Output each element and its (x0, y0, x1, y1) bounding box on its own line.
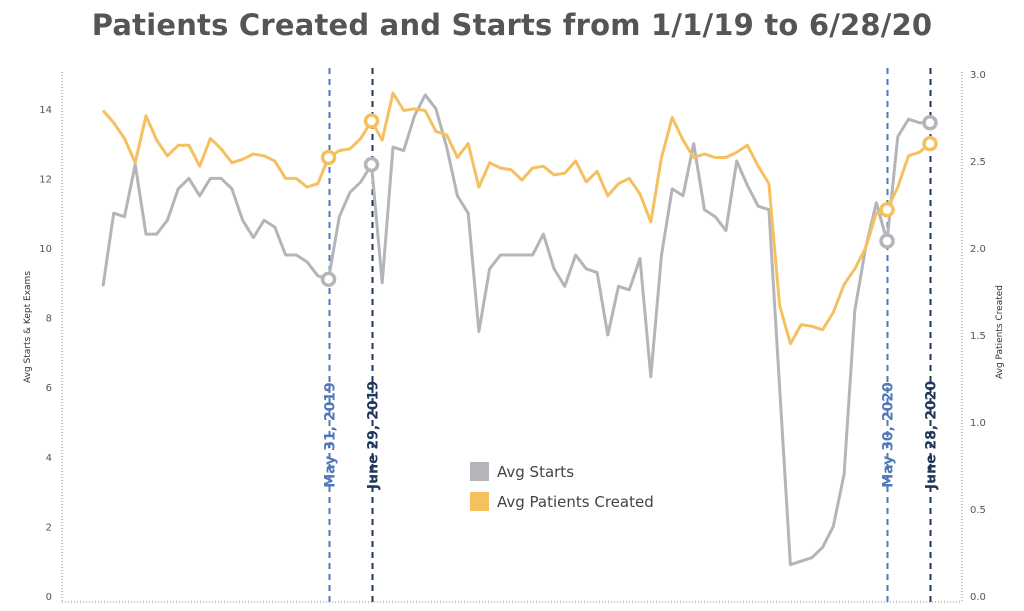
legend-swatch (470, 462, 489, 481)
y2-tick-label: 1.0 (970, 418, 986, 429)
y2-tick-label: 1.5 (970, 331, 986, 342)
y-axis-title: Avg Starts & Kept Exams (23, 271, 33, 383)
y-tick-label: 0 (46, 592, 52, 603)
y-tick-label: 4 (46, 453, 52, 464)
y2-tick-label: 0.0 (970, 592, 986, 603)
reference-line-label: June 28, 2020 (924, 381, 940, 490)
reference-line-label: May 31, 2019 (323, 382, 339, 488)
series-line (101, 93, 930, 567)
y2-tick-label: 2.5 (970, 157, 986, 168)
data-point-marker (320, 271, 337, 288)
y2-tick-label: 0.5 (970, 505, 986, 516)
data-point-marker (363, 113, 380, 129)
reference-line-label: June 29, 2019 (366, 381, 382, 490)
legend-label: Avg Starts (497, 463, 574, 481)
data-point-marker (879, 233, 895, 249)
legend: Avg Starts Avg Patients Created (470, 462, 654, 511)
chart-title: Patients Created and Starts from 1/1/19 … (91, 8, 933, 42)
y-tick-label: 14 (39, 105, 52, 116)
data-point-marker (922, 135, 938, 152)
reference-line-label: May 30, 2020 (881, 382, 897, 488)
legend-swatch (470, 492, 489, 511)
y-tick-label: 6 (46, 383, 52, 394)
y-tick-label: 10 (39, 244, 52, 255)
data-point-marker (363, 156, 380, 173)
reference-lines: May 31, 2019 June 29, 2019 May 30, 2020 Jun… (323, 68, 940, 602)
data-point-marker (320, 149, 337, 166)
y-tick-label: 2 (46, 522, 52, 533)
y-tick-label: 12 (39, 174, 52, 185)
legend-label: Avg Patients Created (497, 493, 654, 511)
series-line (101, 91, 931, 346)
y2-tick-label: 2.0 (970, 244, 986, 255)
y-tick-label: 8 (46, 314, 52, 325)
data-point-marker (922, 114, 938, 131)
y2-axis-title: Avg Patients Created (995, 285, 1005, 379)
series-lines (101, 91, 931, 567)
y2-tick-label: 3.0 (970, 70, 986, 81)
data-point-marker (879, 201, 895, 218)
axes: 0 2 4 6 8 10 12 14 0.0 0.5 1.0 1.5 2.0 2.5 3.0 Avg Star… (23, 70, 1005, 603)
event-markers (320, 113, 938, 288)
